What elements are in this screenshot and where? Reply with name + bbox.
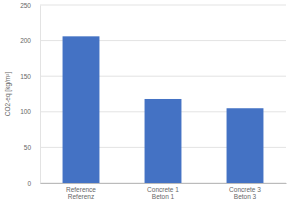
y-tick-label: 0 — [27, 180, 31, 187]
y-tick-label: 150 — [20, 73, 31, 80]
y-tick-label: 250 — [20, 2, 31, 9]
chart: 0 50 100 150 200 250 ReferenceReferenz Concrete… — [0, 0, 300, 200]
x-tick-label-line: Reference — [66, 186, 96, 193]
x-tick-label-line: Referenz — [68, 193, 94, 200]
y-tick-label: 100 — [20, 108, 31, 115]
y-axis-title: CO2-eq [kg/m²] — [4, 72, 12, 117]
y-tick: 200 — [20, 37, 40, 44]
y-tick: 250 — [20, 2, 40, 9]
y-tick: 0 — [27, 180, 40, 187]
x-tick: Concrete 1Beton 1 — [147, 183, 179, 200]
x-tick-label-line: Concrete 1 — [147, 186, 179, 193]
x-axis-line — [41, 183, 287, 184]
plot: 0 50 100 150 200 250 ReferenceReferenz Concrete… — [20, 2, 286, 200]
x-tick-label-line: Beton 1 — [152, 193, 175, 200]
x-tick-label: ReferenceReferenz — [66, 186, 96, 200]
grid-line — [40, 5, 286, 6]
y-axis-line — [40, 6, 41, 184]
bar — [227, 108, 264, 183]
y-tick-label: 200 — [20, 37, 31, 44]
grid — [40, 5, 286, 183]
y-tick-label: 50 — [24, 144, 32, 151]
x-tick: Concrete 3Beton 3 — [229, 183, 261, 200]
x-tick-label: Concrete 1Beton 1 — [147, 186, 179, 200]
y-axis: 0 50 100 150 200 250 — [20, 2, 40, 187]
bar — [63, 36, 100, 183]
x-axis: ReferenceReferenzConcrete 1Beton 1Concre… — [41, 183, 287, 200]
x-tick-label: Concrete 3Beton 3 — [229, 186, 261, 200]
bars — [63, 36, 264, 183]
x-tick-label-line: Concrete 3 — [229, 186, 261, 193]
y-tick: 150 — [20, 73, 40, 80]
x-tick-label-line: Beton 3 — [234, 193, 257, 200]
bar — [145, 99, 182, 183]
y-tick: 100 — [20, 108, 40, 115]
y-tick: 50 — [24, 144, 40, 151]
x-tick: ReferenceReferenz — [66, 183, 96, 200]
